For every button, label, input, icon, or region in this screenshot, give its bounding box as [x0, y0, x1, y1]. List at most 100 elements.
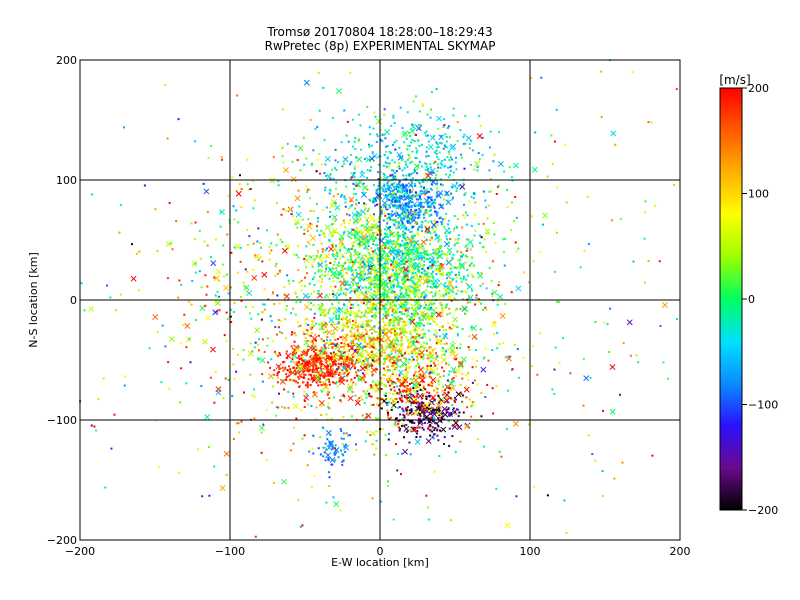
- data-point: [411, 226, 414, 229]
- data-point: [365, 333, 368, 336]
- data-point: [308, 254, 311, 257]
- data-point: [313, 283, 316, 286]
- data-point: [425, 228, 428, 231]
- data-point: [321, 364, 324, 367]
- data-point: [516, 348, 519, 351]
- data-point: [444, 164, 447, 167]
- data-point: [396, 299, 399, 302]
- data-point: [416, 386, 419, 389]
- data-point: [321, 350, 324, 353]
- data-point: [426, 202, 429, 205]
- data-point: [451, 404, 454, 407]
- data-point: [339, 195, 342, 198]
- data-point: [329, 177, 332, 180]
- data-point: [340, 264, 343, 267]
- data-point: [403, 286, 406, 289]
- data-point: [312, 357, 319, 364]
- data-point: [399, 372, 402, 375]
- data-point: [411, 220, 414, 223]
- data-point: [359, 365, 366, 372]
- data-point: [294, 351, 297, 354]
- data-point: [374, 198, 377, 201]
- data-point: [352, 381, 355, 384]
- data-point: [413, 348, 416, 351]
- data-point: [325, 247, 328, 250]
- data-point: [261, 311, 264, 314]
- data-point: [393, 171, 396, 174]
- data-point: [388, 328, 391, 331]
- data-point: [334, 459, 337, 462]
- data-point: [446, 166, 449, 169]
- data-point: [384, 323, 387, 326]
- data-point: [452, 114, 455, 117]
- data-point: [440, 417, 443, 420]
- data-point: [397, 420, 400, 423]
- data-point: [397, 323, 400, 326]
- data-point: [373, 313, 376, 316]
- data-point: [415, 293, 418, 296]
- data-point: [306, 230, 309, 233]
- data-point: [281, 379, 284, 382]
- data-point: [369, 285, 372, 288]
- data-point: [395, 397, 398, 400]
- data-point: [322, 381, 325, 384]
- data-point: [443, 353, 446, 356]
- data-point: [354, 343, 357, 346]
- data-point: [386, 276, 389, 279]
- data-point: [369, 133, 372, 136]
- data-point: [399, 194, 402, 197]
- data-point: [418, 289, 421, 292]
- data-point: [384, 433, 387, 436]
- data-point: [430, 196, 433, 199]
- data-point: [332, 351, 335, 354]
- data-point: [380, 398, 383, 401]
- data-point: [462, 136, 465, 139]
- data-point: [419, 190, 422, 193]
- data-point: [394, 252, 397, 255]
- data-point: [382, 194, 389, 200]
- data-point: [325, 323, 328, 326]
- data-point: [341, 275, 344, 278]
- data-point: [400, 332, 403, 335]
- data-point: [407, 194, 410, 197]
- data-point: [377, 225, 380, 228]
- data-point: [451, 183, 458, 190]
- data-point: [376, 188, 379, 191]
- data-point: [428, 303, 431, 306]
- data-point: [408, 295, 411, 298]
- data-point: [432, 419, 435, 422]
- data-point: [318, 293, 321, 296]
- data-point: [400, 305, 403, 308]
- data-point: [527, 423, 530, 426]
- data-point: [329, 358, 332, 361]
- data-point: [349, 335, 352, 338]
- data-point: [313, 258, 316, 261]
- data-point: [326, 391, 329, 394]
- data-point: [442, 284, 445, 287]
- data-point: [333, 323, 336, 326]
- data-point: [378, 238, 381, 241]
- data-point: [235, 370, 238, 373]
- data-point: [403, 167, 406, 170]
- data-point: [331, 289, 334, 292]
- data-point: [238, 174, 241, 177]
- data-point: [367, 363, 370, 366]
- data-point: [360, 301, 363, 304]
- data-point: [290, 213, 293, 216]
- data-point: [348, 231, 351, 234]
- data-point: [396, 250, 399, 253]
- data-point: [407, 429, 410, 432]
- data-point: [296, 320, 299, 323]
- data-point: [369, 344, 372, 347]
- data-point: [403, 241, 406, 244]
- data-point: [383, 228, 386, 231]
- data-point: [425, 252, 428, 255]
- data-point: [415, 402, 418, 405]
- data-point: [408, 290, 411, 293]
- data-point: [404, 350, 407, 353]
- data-point: [411, 123, 414, 126]
- data-point: [402, 279, 405, 282]
- data-point: [453, 396, 456, 399]
- data-point: [392, 324, 395, 327]
- data-point: [323, 235, 326, 238]
